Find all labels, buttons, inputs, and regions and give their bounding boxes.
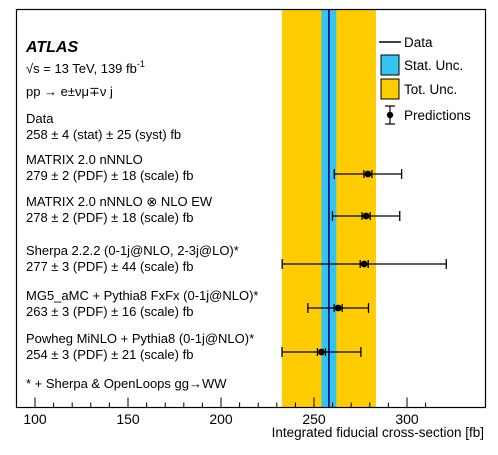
prediction-name: MG5_aMC + Pythia8 FxFx (0-1j@NLO)*: [26, 288, 258, 303]
x-tick-label: 150: [116, 411, 140, 427]
x-tick-label: 100: [23, 411, 47, 427]
prediction-point: [281, 259, 447, 269]
prediction-name: Sherpa 2.2.2 (0-1j@NLO, 2-3j@LO)*: [26, 243, 239, 258]
legend: Data Stat. Unc. Tot. Unc. Predictions: [379, 35, 471, 125]
plot-frame: [15, 8, 487, 409]
uncertainty-bands: [281, 9, 376, 408]
prediction-point: [281, 347, 362, 357]
x-axis: 100 150 200 250 300: [23, 397, 427, 427]
predictions-group: [281, 169, 447, 357]
x-axis-label: Integrated fiducial cross-section [fb]: [272, 425, 484, 440]
prediction-name: Powheg MiNLO + Pythia8 (0-1j@NLO)*: [26, 331, 254, 346]
prediction-marker: [318, 348, 325, 356]
legend-tot-label: Tot. Unc.: [404, 82, 457, 97]
x-tick-label: 300: [395, 411, 419, 427]
prediction-name: MATRIX 2.0 nNNLO ⊗ NLO EW: [26, 194, 213, 209]
x-tick-label: 250: [302, 411, 326, 427]
legend-prediction-marker: [385, 105, 395, 125]
energy-label: √s = 13 TeV, 139 fb-1: [26, 59, 145, 76]
prediction-point: [307, 303, 370, 313]
prediction-value: 263 ± 3 (PDF) ± 16 (scale) fb: [26, 304, 193, 319]
x-tick-label: 200: [209, 411, 233, 427]
prediction-value: 279 ± 2 (PDF) ± 18 (scale) fb: [26, 168, 193, 183]
prediction-marker: [362, 212, 370, 220]
legend-stat-label: Stat. Unc.: [404, 58, 463, 73]
data-name-label: Data: [26, 111, 54, 126]
prediction-value: 254 ± 3 (PDF) ± 21 (scale) fb: [26, 347, 193, 362]
prediction-marker: [334, 304, 342, 312]
legend-data-label: Data: [404, 35, 433, 50]
prediction-marker: [364, 170, 372, 178]
header-text: ATLAS √s = 13 TeV, 139 fb-1 pp → e±νμ∓ν …: [25, 39, 181, 142]
footnote: * + Sherpa & OpenLoops gg→WW: [26, 376, 227, 391]
prediction-value: 277 ± 3 (PDF) ± 44 (scale) fb: [26, 259, 193, 274]
legend-stat-swatch: [380, 54, 400, 76]
process-label: pp → e±νμ∓ν j: [26, 84, 113, 99]
prediction-point: [333, 169, 403, 179]
data-value-label: 258 ± 4 (stat) ± 25 (syst) fb: [26, 127, 181, 142]
prediction-marker: [360, 260, 368, 268]
prediction-point: [331, 211, 401, 221]
experiment-label: ATLAS: [25, 39, 78, 56]
prediction-value: 278 ± 2 (PDF) ± 18 (scale) fb: [26, 210, 193, 225]
prediction-name: MATRIX 2.0 nNNLO: [26, 152, 143, 167]
legend-tot-swatch: [380, 78, 400, 100]
legend-prediction-label: Predictions: [404, 108, 471, 123]
prediction-labels: MATRIX 2.0 nNNLO 279 ± 2 (PDF) ± 18 (sca…: [26, 152, 258, 391]
